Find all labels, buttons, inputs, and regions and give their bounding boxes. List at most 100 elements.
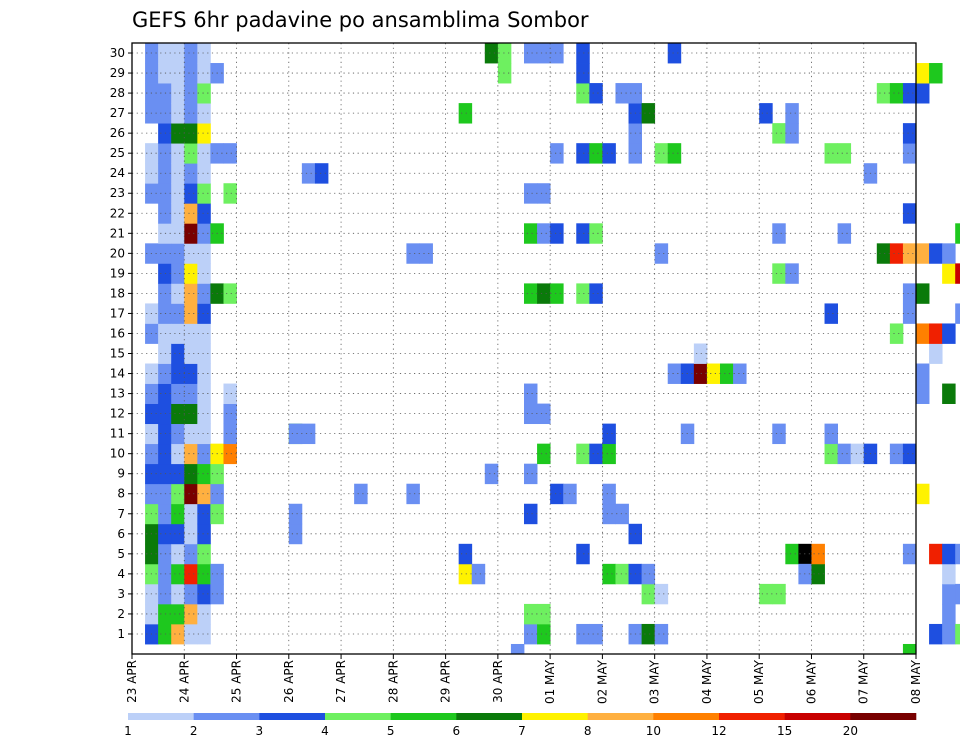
heatmap-cell-52: [158, 83, 172, 104]
y-tick-label-10: 10: [110, 447, 125, 461]
legend-label-4: 4: [321, 724, 329, 738]
heatmap-cell-104: [184, 243, 198, 264]
heatmap-cell-321: [955, 543, 960, 565]
x-tick-label-0: 23 APR: [125, 660, 139, 703]
heatmap-cell-33: [158, 463, 172, 485]
heatmap-cell-175: [458, 103, 473, 124]
heatmap-cell-26: [158, 603, 172, 625]
color-legend: 1 2 3 4 5 6 7 8 10 12 15 20: [124, 713, 917, 738]
heatmap-cell-259: [772, 263, 786, 284]
heatmap-cell-141: [197, 103, 211, 124]
heatmap-cell-76: [171, 203, 185, 224]
heatmap-cell-158: [223, 383, 237, 404]
legend-swatch-5: [456, 713, 523, 720]
heatmap-cell-60: [171, 523, 185, 545]
heatmap-cell-69: [171, 343, 185, 364]
heatmap-cell-103: [184, 263, 198, 284]
heatmap-cell-166: [301, 423, 316, 445]
heatmap-cell-281: [876, 83, 891, 104]
heatmap-cell-191: [524, 43, 538, 64]
x-axis-ticks: 23 APR 24 APR 25 APR 26 APR 27 APR 28 APR 29 A…: [125, 654, 923, 704]
heatmap-cell-119: [197, 543, 211, 565]
y-tick-label-7: 7: [117, 507, 125, 521]
heatmap-cells: [145, 43, 960, 655]
legend-swatch-9: [719, 713, 785, 720]
heatmap-cell-198: [537, 183, 551, 204]
heatmap-cell-168: [314, 163, 329, 184]
legend-swatch-2: [259, 713, 326, 720]
heatmap-cell-297: [916, 383, 930, 404]
heatmap-cell-121: [197, 503, 211, 525]
heatmap-cell-216: [589, 443, 603, 465]
x-tick-label-11: 04 MAY: [700, 659, 714, 704]
x-tick-label-8: 01 MAY: [543, 659, 557, 704]
heatmap-cell-254: [733, 363, 747, 384]
heatmap-cell-114: [184, 43, 198, 64]
heatmap-cell-81: [171, 103, 185, 124]
heatmap-cell-299: [916, 323, 930, 344]
heatmap-cell-92: [184, 483, 198, 505]
y-tick-label-11: 11: [110, 427, 125, 441]
heatmap-cell-182: [524, 623, 538, 645]
heatmap-cell-284: [889, 243, 904, 264]
heatmap-cell-212: [576, 83, 590, 104]
heatmap-cell-260: [772, 223, 786, 244]
legend-swatch-8: [653, 713, 720, 720]
x-tick-label-14: 07 MAY: [857, 659, 871, 704]
y-tick-label-8: 8: [117, 487, 125, 501]
heatmap-cell-161: [223, 143, 237, 164]
heatmap-cell-37: [158, 383, 172, 404]
heatmap-cell-256: [759, 103, 773, 124]
y-tick-label-2: 2: [117, 607, 125, 621]
x-tick-label-7: 30 APR: [491, 660, 505, 703]
y-tick-label-20: 20: [110, 246, 125, 260]
heatmap-cell-107: [184, 183, 198, 204]
heatmap-cell-118: [197, 563, 211, 585]
heatmap-cell-85: [184, 623, 198, 645]
heatmap-cell-142: [197, 83, 211, 104]
heatmap-cell-282: [889, 443, 904, 465]
y-tick-label-28: 28: [110, 86, 125, 100]
legend-swatch-6: [522, 713, 588, 720]
heatmap-cell-237: [641, 623, 656, 645]
heatmap-cell-100: [184, 323, 198, 344]
heatmap-cell-139: [197, 143, 211, 164]
heatmap-cell-186: [524, 403, 538, 425]
heatmap-cell-35: [158, 423, 172, 445]
y-tick-label-19: 19: [110, 266, 125, 280]
x-tick-label-15: 08 MAY: [909, 659, 923, 704]
heatmap-cell-188: [524, 283, 538, 304]
heatmap-cell-28: [158, 563, 172, 585]
heatmap-cell-294: [902, 123, 917, 144]
x-tick-label-1: 24 APR: [177, 660, 191, 703]
y-tick-label-25: 25: [110, 146, 125, 160]
heatmap-cell-292: [902, 203, 917, 224]
heatmap-cell-177: [484, 463, 499, 485]
heatmap-cell-251: [693, 343, 708, 364]
heatmap-cell-228: [615, 503, 629, 525]
heatmap-cell-242: [654, 583, 669, 605]
heatmap-cell-308: [929, 243, 943, 264]
heatmap-cell-42: [158, 283, 172, 304]
heatmap-cell-126: [197, 403, 211, 425]
heatmap-cell-302: [916, 83, 930, 104]
heatmap-cell-322: [955, 303, 960, 324]
heatmap-cell-181: [510, 643, 525, 655]
heatmap-cell-115: [197, 623, 211, 645]
heatmap-cell-306: [929, 343, 943, 364]
heatmap-cell-316: [942, 323, 956, 344]
heatmap-cell-185: [524, 463, 538, 485]
heatmap-cell-50: [158, 123, 172, 144]
heatmap-cell-27: [158, 583, 172, 605]
heatmap-cell-110: [184, 123, 198, 144]
heatmap-cell-274: [837, 443, 852, 465]
heatmap-cell-123: [197, 463, 211, 485]
heatmap-cell-83: [171, 63, 185, 84]
heatmap-cell-296: [916, 483, 930, 505]
heatmap-cell-86: [184, 603, 198, 625]
heatmap-cell-187: [524, 383, 538, 404]
heatmap-cell-272: [824, 303, 838, 324]
heatmap-cell-209: [576, 283, 590, 304]
heatmap-cell-105: [184, 223, 198, 244]
